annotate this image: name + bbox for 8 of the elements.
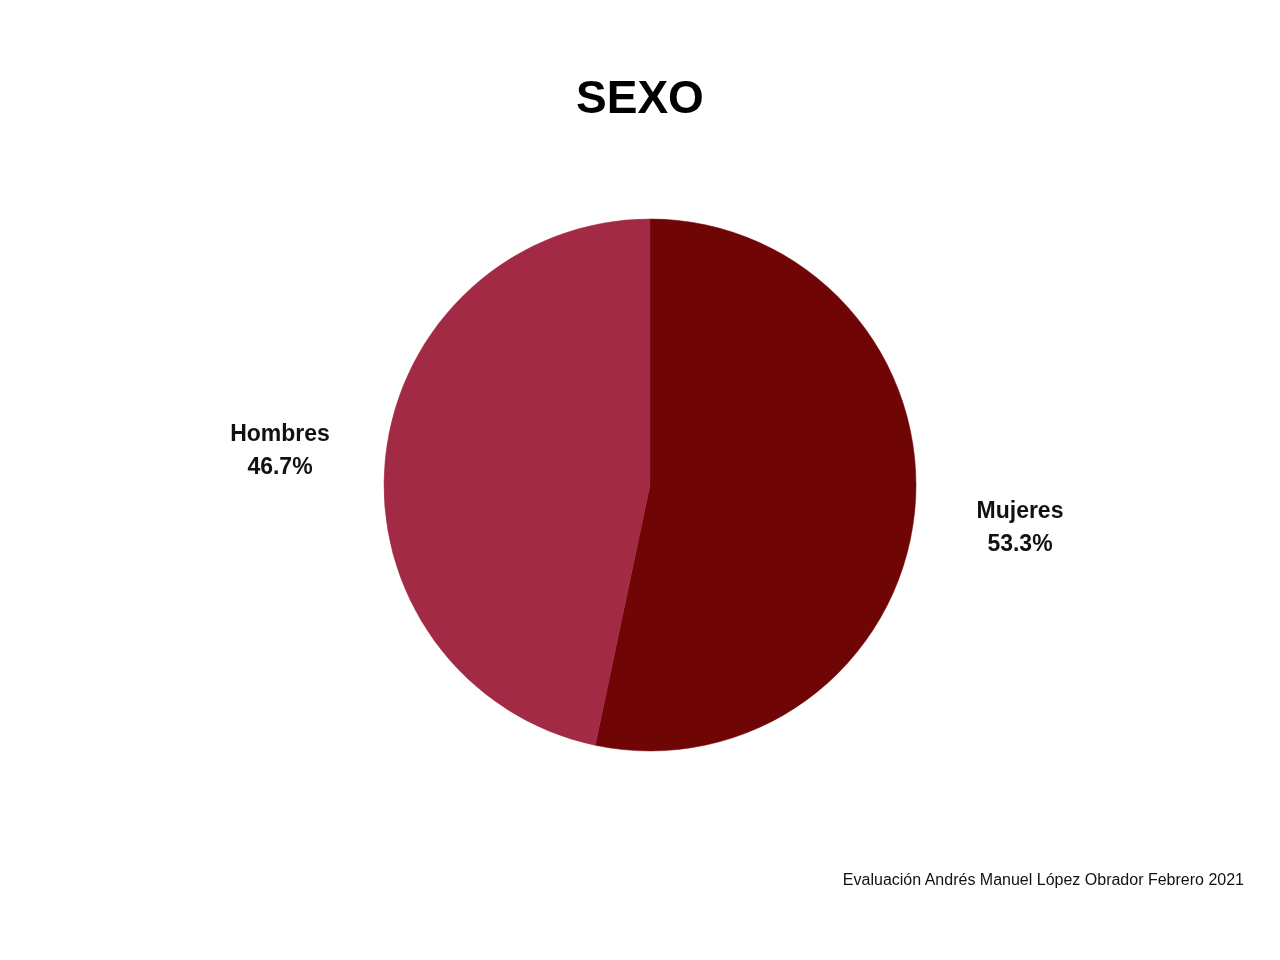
data-label: 46.7% [247,453,313,480]
slice-label: Mujeres [976,496,1064,523]
slice-label: Hombres [230,419,330,446]
pie-slice [383,218,651,746]
chart-title: SEXO [575,71,705,123]
pie-slice [594,218,917,751]
text: Evaluación Andrés Manuel López Obrador Febrero 2021 [842,870,1244,890]
data-label: 53.3% [987,530,1053,557]
